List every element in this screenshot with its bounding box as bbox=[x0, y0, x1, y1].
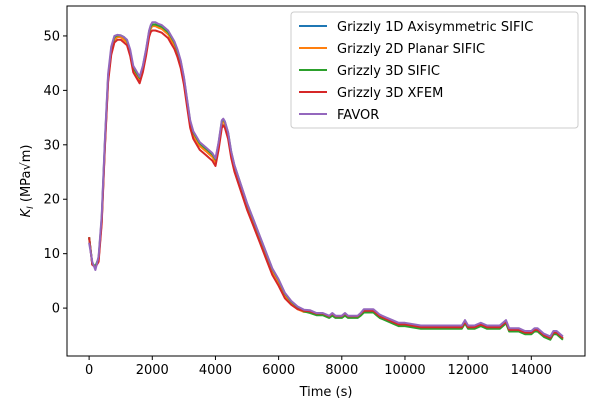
y-tick-label: 20 bbox=[43, 193, 60, 208]
y-label-unit: (MPa√m) bbox=[19, 145, 34, 207]
y-tick-label: 0 bbox=[52, 302, 60, 317]
x-axis-ticks: 0 2000 4000 6000 8000 10000 12000 14000 bbox=[85, 356, 552, 378]
legend-entry: Grizzly 2D Planar SIFIC bbox=[337, 42, 485, 57]
legend-box bbox=[290, 11, 579, 129]
x-axis-label: Time (s) bbox=[299, 385, 353, 400]
y-tick-label: 10 bbox=[43, 247, 60, 262]
y-tick-label: 50 bbox=[43, 29, 60, 44]
x-tick-label: 8000 bbox=[325, 363, 358, 378]
series-line-3 bbox=[88, 29, 564, 339]
y-label-subscript: I bbox=[26, 206, 36, 209]
legend-entry: Grizzly 3D XFEM bbox=[337, 86, 443, 101]
y-tick-label: 30 bbox=[43, 138, 60, 153]
y-label-k: K bbox=[19, 207, 34, 217]
y-axis-label-text: KI (MPa√m) bbox=[19, 145, 36, 218]
legend-entry: FAVOR bbox=[337, 108, 379, 123]
y-axis-label: KI (MPa√m) bbox=[19, 145, 36, 218]
x-tick-label: 14000 bbox=[511, 363, 552, 378]
x-tick-label: 4000 bbox=[199, 363, 232, 378]
legend: Grizzly 1D Axisymmetric SIFIC Grizzly 2D … bbox=[290, 11, 579, 129]
x-tick-label: 10000 bbox=[384, 363, 425, 378]
legend-entry: Grizzly 3D SIFIC bbox=[337, 64, 440, 79]
legend-entry: Grizzly 1D Axisymmetric SIFIC bbox=[337, 20, 533, 35]
y-tick-label: 40 bbox=[43, 84, 60, 99]
y-axis-ticks: 0 10 20 30 40 50 bbox=[43, 29, 67, 317]
x-tick-label: 6000 bbox=[262, 363, 295, 378]
plot-frame bbox=[66, 5, 586, 357]
series-line-4 bbox=[88, 21, 564, 338]
x-tick-label: 2000 bbox=[136, 363, 169, 378]
x-tick-label: 12000 bbox=[447, 363, 488, 378]
x-tick-label: 0 bbox=[85, 363, 93, 378]
series-layer bbox=[88, 21, 564, 341]
